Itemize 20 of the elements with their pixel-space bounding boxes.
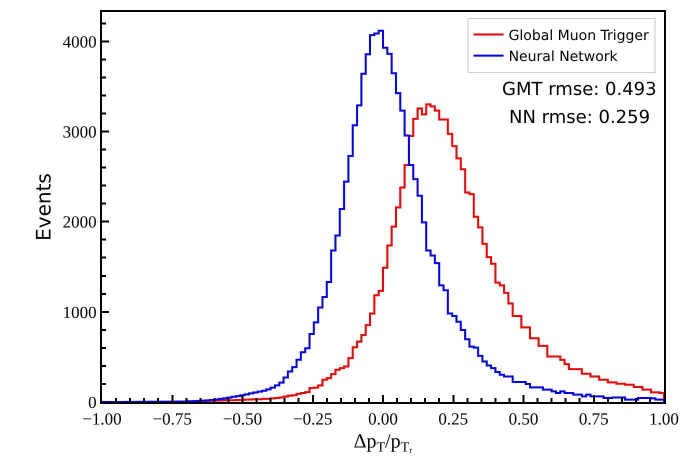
- x-tick-label: 0.00: [368, 409, 398, 428]
- x-tick-label: 0.50: [508, 409, 538, 428]
- y-tick-label: 3000: [62, 122, 97, 142]
- x-tick-label: 0.25: [438, 409, 468, 428]
- y-tick-label: 0: [88, 392, 97, 412]
- x-tick-label: 0.75: [578, 409, 609, 428]
- y-tick-label: 1000: [62, 302, 97, 322]
- y-tick-label: 4000: [62, 32, 97, 52]
- x-tick-label: 1.00: [649, 409, 679, 428]
- x-axis-title: Δp$_{T}$/p$_{Tᵣ}$: [354, 430, 412, 456]
- y-axis-title: Events: [32, 173, 56, 241]
- y-tick-label: 2000: [62, 212, 97, 232]
- legend-label: Global Muon Trigger: [508, 28, 650, 44]
- annotation: GMT rmse: 0.493: [502, 79, 657, 100]
- annotation: NN rmse: 0.259: [509, 107, 650, 128]
- x-tick-label: −0.25: [293, 409, 332, 428]
- legend-label: Neural Network: [508, 49, 619, 66]
- x-tick-label: −0.75: [152, 409, 192, 428]
- x-tick-label: −1.00: [82, 409, 122, 428]
- x-tick-label: −0.50: [222, 409, 262, 428]
